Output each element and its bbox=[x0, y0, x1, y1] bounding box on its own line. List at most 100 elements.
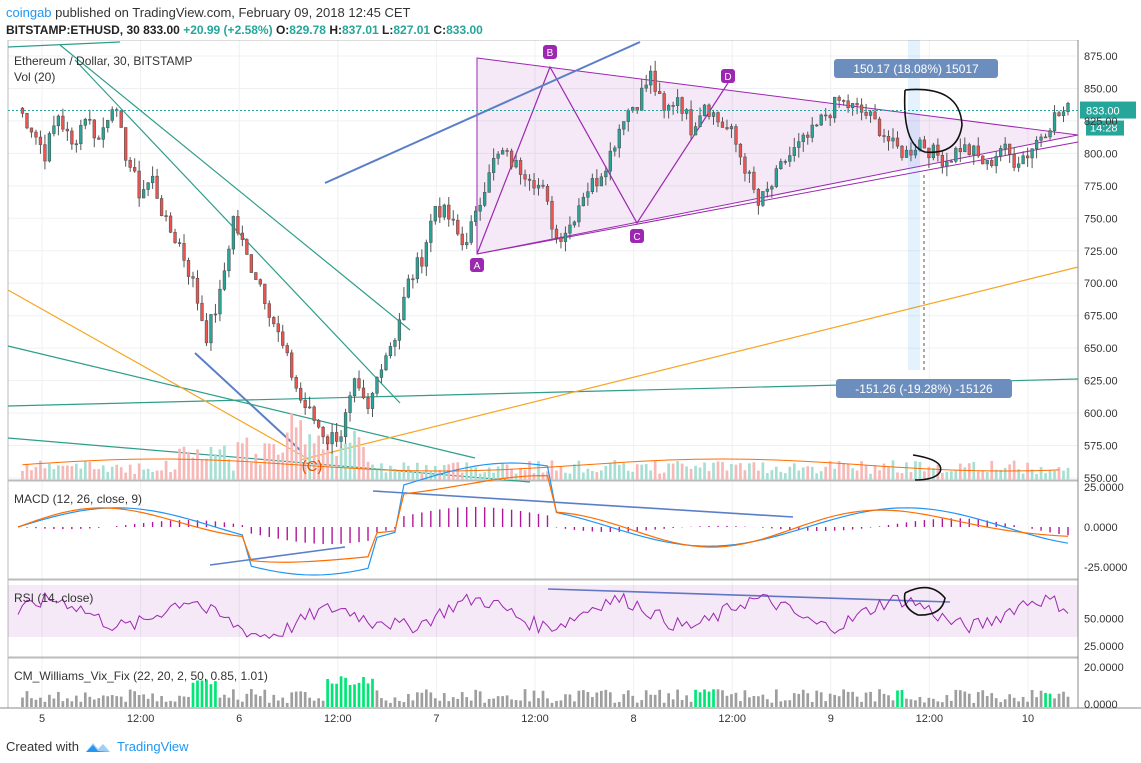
author-link[interactable]: coingab bbox=[6, 5, 52, 20]
candle-body bbox=[281, 331, 285, 346]
vix-bar bbox=[501, 696, 504, 707]
vix-tick-label: 0.0000 bbox=[1084, 699, 1118, 711]
tradingview-link[interactable]: TradingView bbox=[116, 739, 189, 754]
candle-body bbox=[469, 221, 473, 243]
pattern-point-badge bbox=[543, 45, 557, 59]
volume-bar bbox=[290, 412, 294, 480]
vix-bar bbox=[958, 690, 962, 707]
vix-bar bbox=[896, 690, 899, 707]
candle-body bbox=[1016, 163, 1021, 168]
vix-bar bbox=[133, 691, 137, 707]
volume-bar bbox=[698, 467, 702, 480]
candle-body bbox=[83, 118, 87, 126]
candle-body bbox=[761, 191, 765, 206]
vix-bar bbox=[927, 697, 931, 707]
candle-body bbox=[770, 186, 774, 190]
volume-bar bbox=[66, 465, 69, 480]
volume-bar bbox=[501, 463, 504, 480]
volume-bar bbox=[169, 471, 172, 480]
volume-bar bbox=[1053, 470, 1056, 480]
vix-bar bbox=[801, 689, 805, 707]
vix-bar bbox=[492, 698, 495, 707]
vix-bar bbox=[79, 701, 83, 707]
candle-body bbox=[994, 155, 998, 167]
vix-bar bbox=[734, 692, 738, 707]
triangle-pattern: A B C D bbox=[470, 45, 1079, 272]
candle-body bbox=[595, 178, 599, 187]
volume-bar bbox=[608, 462, 612, 480]
vix-bar bbox=[128, 689, 132, 707]
candle-body bbox=[958, 148, 962, 153]
candle-body bbox=[465, 242, 469, 246]
vix-bar bbox=[97, 698, 101, 707]
vix-bar bbox=[200, 680, 204, 707]
volume-bar bbox=[1048, 470, 1052, 480]
volume-bar bbox=[837, 461, 841, 480]
vix-bar bbox=[438, 700, 442, 707]
vix-bar bbox=[707, 691, 711, 707]
vix-bar bbox=[519, 700, 522, 707]
vix-bar bbox=[537, 698, 540, 707]
volume-bar bbox=[146, 468, 150, 480]
vix-bar bbox=[748, 697, 751, 707]
vix-bar bbox=[564, 694, 567, 707]
volume-bar bbox=[223, 445, 226, 480]
vix-bar bbox=[595, 692, 599, 707]
candle-body bbox=[406, 278, 411, 298]
pane-titles: Ethereum / Dollar, 30, BITSTAMP Vol (20)… bbox=[14, 54, 268, 683]
volume-bar bbox=[537, 461, 540, 480]
volume-bar bbox=[967, 463, 971, 480]
vix-bar bbox=[39, 697, 42, 707]
candle-body bbox=[128, 159, 132, 168]
volume-bar bbox=[272, 444, 276, 480]
vix-bar bbox=[254, 694, 258, 707]
candle-body bbox=[859, 104, 864, 113]
close-label: C: bbox=[433, 23, 447, 37]
trend-line bbox=[7, 345, 476, 459]
volume-bar bbox=[70, 466, 74, 480]
volume-bar bbox=[416, 462, 419, 480]
candle-body bbox=[1048, 130, 1052, 138]
macd-divergence-line bbox=[372, 490, 794, 518]
candle-body bbox=[999, 148, 1003, 157]
volume-bar bbox=[958, 463, 962, 480]
candle-body bbox=[146, 182, 150, 190]
vix-bar bbox=[218, 697, 222, 707]
candle-body bbox=[536, 184, 541, 189]
candle-body bbox=[945, 161, 949, 167]
vix-bar bbox=[1021, 696, 1025, 707]
candle-body bbox=[985, 160, 989, 165]
vix-bar bbox=[873, 701, 877, 707]
vix-bar bbox=[483, 702, 487, 707]
candle-body bbox=[124, 127, 128, 161]
vix-bar bbox=[245, 693, 249, 707]
time-tick-label: 8 bbox=[631, 713, 637, 725]
vix-bar bbox=[344, 677, 347, 707]
volume-bar bbox=[519, 467, 522, 480]
chart-area[interactable]: A B C D 150.17 (18.08%) 15017 -151.26 (-19.2… bbox=[0, 40, 1141, 733]
vix-bar bbox=[1039, 690, 1043, 707]
vix-bar bbox=[949, 700, 953, 707]
candle-body bbox=[456, 219, 460, 235]
volume-bar bbox=[667, 463, 670, 480]
candle-body bbox=[325, 436, 330, 445]
last-price-box bbox=[1080, 101, 1136, 119]
candle-body bbox=[765, 188, 770, 192]
volume-bar bbox=[348, 442, 352, 480]
vix-bar bbox=[954, 689, 958, 707]
candle-body bbox=[308, 406, 312, 409]
candle-body bbox=[868, 111, 873, 116]
down-trend-line bbox=[194, 352, 301, 451]
vix-bar bbox=[1057, 693, 1061, 707]
volume-bar bbox=[806, 466, 810, 480]
candle-body bbox=[25, 113, 29, 129]
volume-bar bbox=[57, 465, 60, 480]
volume-bar bbox=[214, 454, 217, 480]
volume-bar bbox=[573, 464, 576, 480]
volume-bar bbox=[626, 470, 630, 480]
vix-bar bbox=[985, 696, 989, 707]
candle-body bbox=[420, 257, 424, 267]
volume-bar bbox=[797, 470, 801, 480]
vix-bar bbox=[429, 692, 433, 707]
volume-bar bbox=[833, 468, 837, 480]
